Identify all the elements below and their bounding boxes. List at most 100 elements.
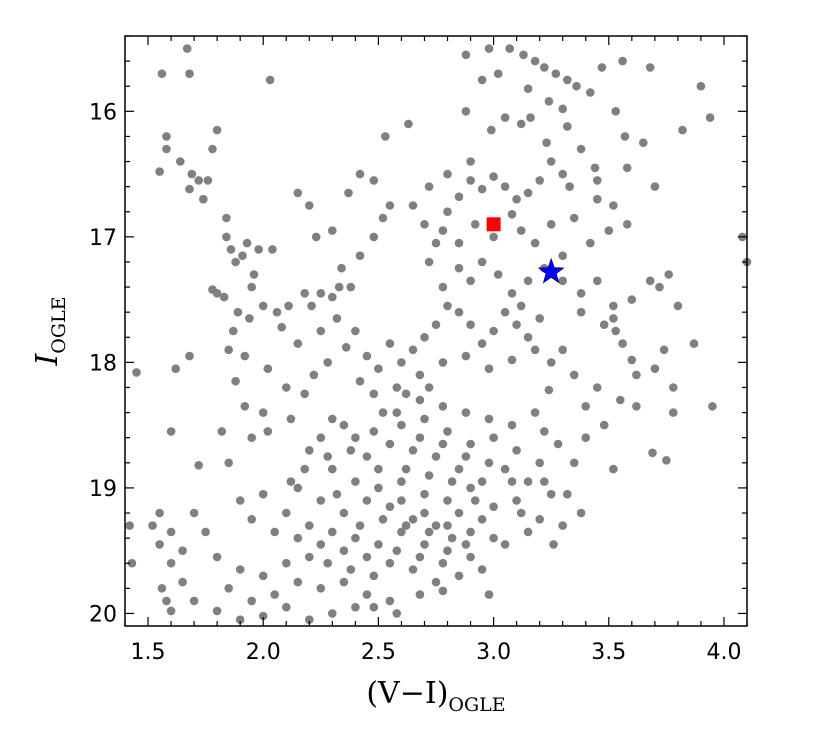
data-point (182, 44, 192, 53)
data-point (593, 276, 602, 286)
data-point (454, 571, 464, 581)
data-point (516, 508, 526, 518)
data-point (696, 81, 706, 91)
data-point (404, 119, 413, 129)
y-tick-label: 17 (89, 226, 117, 251)
data-point (392, 609, 402, 618)
data-point (258, 611, 268, 621)
data-point (339, 577, 349, 587)
data-point (397, 496, 406, 505)
data-point (576, 144, 586, 154)
data-point (477, 477, 487, 486)
data-point (277, 322, 287, 332)
data-point (650, 364, 660, 374)
data-point (229, 326, 238, 336)
data-point (176, 157, 185, 166)
data-point (523, 84, 533, 93)
data-point (374, 540, 383, 549)
data-point (339, 508, 349, 518)
data-point (512, 320, 521, 330)
data-point (415, 395, 425, 405)
data-point (500, 540, 510, 549)
data-point (328, 292, 337, 302)
data-point (328, 414, 337, 424)
data-point (505, 44, 514, 53)
data-point (500, 182, 510, 191)
data-point (420, 540, 429, 549)
data-point (586, 88, 595, 97)
data-point (378, 515, 388, 524)
data-point (438, 282, 448, 292)
x-tick-label: 4.0 (706, 640, 741, 665)
data-point (454, 192, 464, 201)
data-point (424, 182, 434, 191)
data-point (263, 364, 273, 374)
data-point (558, 251, 567, 260)
data-point (645, 63, 655, 72)
x-tick-label: 3.0 (476, 640, 511, 665)
data-point (351, 602, 360, 612)
data-point (544, 385, 554, 395)
data-point (341, 343, 351, 352)
data-point (385, 201, 395, 210)
data-point (385, 558, 395, 568)
data-point (484, 364, 494, 374)
data-point (512, 496, 521, 505)
data-point (507, 289, 517, 298)
data-point (217, 427, 227, 436)
data-point (381, 132, 390, 141)
data-point (157, 69, 167, 78)
data-point (247, 282, 256, 292)
data-point (489, 326, 498, 336)
data-point (438, 558, 448, 568)
data-point (523, 477, 533, 486)
data-point (466, 157, 475, 166)
data-point (222, 213, 231, 223)
data-point (438, 402, 448, 411)
data-point (293, 483, 303, 493)
data-point (609, 314, 618, 323)
data-point (443, 521, 452, 530)
data-point (546, 157, 556, 166)
data-point (420, 414, 429, 424)
data-point (351, 533, 360, 543)
data-point (235, 565, 245, 574)
highlight-star-marker (537, 257, 565, 284)
data-point (212, 552, 222, 562)
data-point (155, 508, 164, 518)
data-point (581, 433, 590, 443)
data-point (369, 176, 379, 185)
x-tick-label: 2.5 (361, 640, 396, 665)
data-point (392, 546, 402, 555)
x-axis-label: (V−I)OGLE (366, 676, 505, 716)
data-point (678, 125, 687, 135)
data-point (194, 176, 203, 185)
data-point (385, 439, 395, 449)
data-point (263, 427, 273, 436)
data-point (540, 63, 549, 72)
data-point (300, 464, 310, 474)
data-point (212, 125, 222, 135)
data-point (185, 351, 194, 361)
data-point (224, 584, 233, 593)
data-point (523, 276, 533, 286)
data-point (466, 320, 475, 330)
highlight-layer (486, 217, 565, 284)
x-axis-label-main: (V−I) (366, 676, 448, 711)
data-point (650, 182, 660, 191)
data-point (282, 558, 291, 568)
data-point (328, 464, 337, 474)
data-point (424, 383, 434, 392)
data-point (484, 590, 494, 599)
data-point (316, 496, 326, 505)
data-point (470, 220, 480, 229)
data-point (516, 301, 526, 311)
data-point (530, 56, 540, 66)
data-point (438, 439, 448, 449)
data-point (530, 238, 540, 248)
data-point (466, 483, 475, 493)
data-point (512, 446, 521, 455)
data-point (334, 282, 344, 292)
data-point (507, 210, 517, 219)
